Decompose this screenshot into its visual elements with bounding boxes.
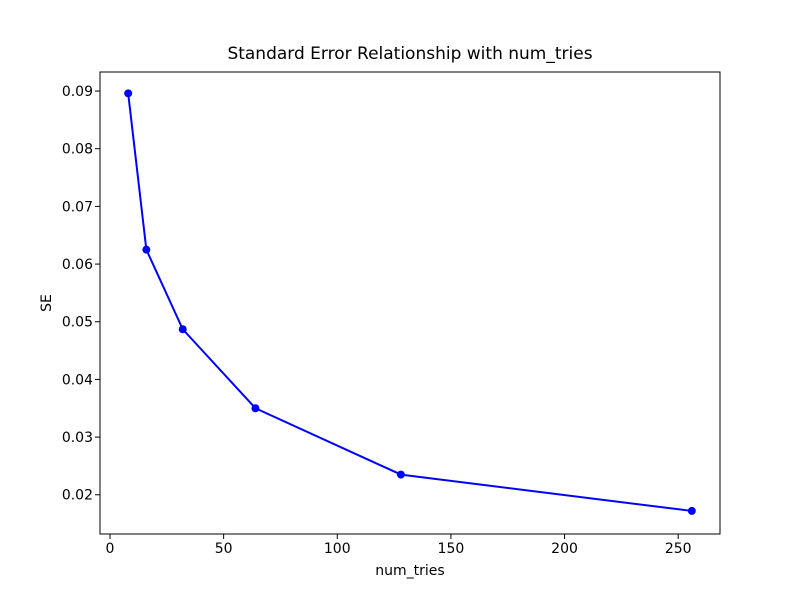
x-tick-label: 50	[215, 541, 233, 557]
x-tick-label: 100	[324, 541, 351, 557]
y-tick-label: 0.03	[62, 430, 93, 446]
x-axis-label: num_tries	[375, 563, 445, 579]
y-tick-label: 0.09	[62, 84, 93, 100]
y-tick-label: 0.08	[62, 142, 93, 158]
data-point	[178, 325, 187, 334]
y-tick-label: 0.02	[62, 488, 93, 504]
y-tick-label: 0.04	[62, 372, 93, 388]
y-tick-label: 0.07	[62, 199, 93, 215]
plot-frame	[99, 71, 721, 535]
data-point	[142, 245, 151, 254]
y-tick-label: 0.05	[62, 315, 93, 331]
series-line	[127, 93, 692, 512]
x-tick-label: 0	[106, 541, 115, 557]
x-tick-label: 150	[438, 541, 465, 557]
y-axis-label: SE	[39, 294, 55, 312]
data-point	[687, 506, 696, 515]
y-tick-label: 0.06	[62, 257, 93, 273]
chart-title: Standard Error Relationship with num_tri…	[227, 44, 593, 64]
data-point	[124, 89, 133, 98]
data-point	[251, 404, 260, 413]
data-point	[396, 470, 405, 479]
x-tick-label: 200	[551, 541, 578, 557]
x-tick-label: 250	[665, 541, 692, 557]
